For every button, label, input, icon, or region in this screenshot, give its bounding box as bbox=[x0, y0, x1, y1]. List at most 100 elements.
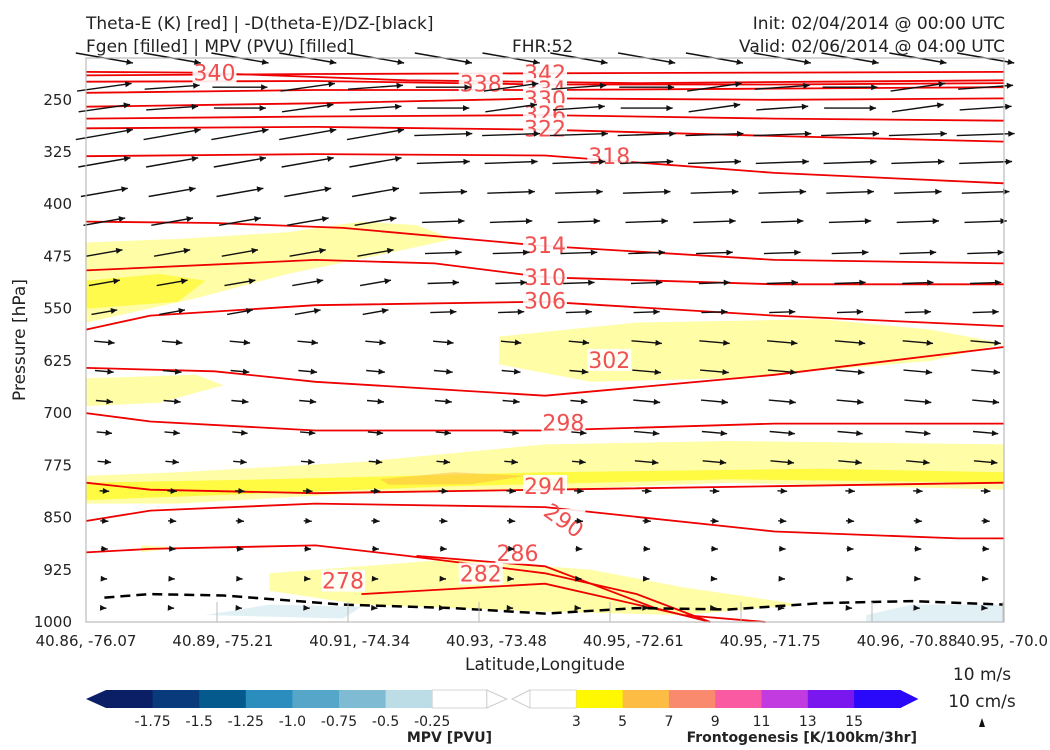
plot-frame bbox=[85, 57, 1005, 623]
wind-arrow-head bbox=[511, 458, 518, 465]
wind-arrow-head bbox=[101, 545, 108, 552]
wind-arrow bbox=[758, 188, 807, 195]
wind-arrow bbox=[699, 339, 730, 346]
wind-arrow bbox=[75, 127, 134, 141]
wind-arrow-head bbox=[180, 278, 188, 285]
wind-arrow-head bbox=[169, 545, 176, 552]
wind-arrow bbox=[100, 517, 109, 524]
wind-arrow-head bbox=[241, 429, 248, 436]
wind-arrow bbox=[687, 158, 742, 165]
wind-arrow bbox=[641, 488, 652, 494]
wind-arrow bbox=[83, 216, 126, 226]
wind-arrow-head bbox=[599, 82, 607, 89]
wind-arrow-head bbox=[506, 604, 514, 611]
wind-arrow bbox=[167, 488, 177, 494]
wind-arrow-head bbox=[780, 488, 788, 494]
wind-arrow-head bbox=[994, 279, 1002, 286]
wind-arrow-head bbox=[246, 308, 253, 314]
wind-arrow bbox=[574, 517, 584, 524]
wind-arrow-shaft bbox=[218, 217, 261, 226]
wind-arrow-head bbox=[440, 545, 447, 552]
wind-arrow bbox=[826, 188, 874, 195]
wind-arrow bbox=[366, 398, 385, 405]
wind-arrow-head bbox=[869, 105, 877, 112]
wind-arrow-head bbox=[463, 105, 470, 112]
wind-arrow-head bbox=[104, 458, 112, 465]
wind-arrow-shaft bbox=[78, 103, 131, 113]
wind-arrow-head bbox=[932, 218, 939, 225]
wind-arrow bbox=[229, 339, 251, 346]
wind-arrow bbox=[165, 458, 179, 465]
wind-arrow-head bbox=[937, 158, 945, 165]
wind-arrow-head bbox=[913, 604, 920, 611]
wind-arrow-head bbox=[736, 59, 743, 65]
wind-arrow-shaft bbox=[823, 160, 877, 165]
wind-arrow bbox=[846, 545, 854, 552]
wind-arrow bbox=[961, 188, 1010, 195]
wind-arrow-shaft bbox=[484, 160, 538, 165]
wind-arrow-head bbox=[790, 339, 798, 346]
wind-arrow-head bbox=[328, 81, 335, 88]
wind-arrow bbox=[354, 216, 397, 226]
mpv-colorbar-extend bbox=[486, 689, 509, 709]
wind-arrow bbox=[904, 308, 931, 315]
wind-arrow bbox=[495, 279, 527, 286]
wind-arrow bbox=[289, 247, 326, 257]
wind-arrow bbox=[153, 247, 191, 257]
x-tick-label: 40.93, -73.48 bbox=[446, 632, 547, 650]
wind-arrow bbox=[100, 575, 108, 582]
wind-arrow-head bbox=[375, 458, 383, 465]
wind-arrow-shaft bbox=[354, 217, 397, 226]
wind-arrow bbox=[693, 218, 736, 225]
fgen-colorbar-label: Frontogenesis [K/100km/3hr] bbox=[687, 730, 917, 746]
y-tick-label: 850 bbox=[43, 509, 72, 527]
wind-arrow-head bbox=[993, 369, 1000, 375]
wind-arrow-shaft bbox=[279, 128, 337, 141]
wind-arrow-head bbox=[857, 369, 865, 375]
wind-arrow-head bbox=[305, 517, 312, 524]
wind-arrow bbox=[575, 545, 583, 552]
wind-arrow-head bbox=[719, 459, 727, 466]
wind-arrow-head bbox=[856, 308, 864, 315]
wind-arrow bbox=[755, 158, 809, 165]
wind-arrow-head bbox=[855, 459, 862, 466]
wind-arrow bbox=[235, 488, 245, 494]
wind-arrow bbox=[982, 545, 990, 552]
wind-arrow-head bbox=[373, 488, 381, 494]
wind-arrow bbox=[972, 430, 999, 437]
wind-arrow bbox=[687, 81, 742, 92]
wind-arrow-head bbox=[601, 130, 608, 137]
fgen-tick-label: 13 bbox=[799, 714, 817, 730]
wind-arrow bbox=[959, 158, 1013, 165]
wind-arrow bbox=[351, 186, 400, 198]
wind-arrow bbox=[483, 81, 539, 92]
wind-arrow-head bbox=[508, 545, 515, 552]
wind-arrow-head bbox=[311, 339, 318, 346]
wind-arrow-head bbox=[864, 218, 872, 225]
theta-e-label-bg-294 bbox=[523, 474, 567, 497]
wind-arrow-shaft bbox=[281, 157, 334, 168]
wind-arrow bbox=[836, 398, 864, 405]
wind-arrow-head bbox=[1005, 103, 1012, 110]
wind-arrow-head bbox=[579, 458, 586, 465]
wind-arrow bbox=[633, 398, 661, 405]
wind-arrow-shaft bbox=[216, 187, 264, 198]
wind-arrow-head bbox=[235, 604, 242, 611]
valid-time: Valid: 02/06/2014 @ 04:00 UTC bbox=[739, 37, 1005, 57]
wind-arrow bbox=[231, 398, 249, 405]
fill-region-1 bbox=[86, 273, 206, 309]
wind-arrow-head bbox=[731, 188, 739, 195]
wind-arrow-head bbox=[779, 517, 787, 524]
wind-arrow-head bbox=[575, 575, 582, 582]
fill-region-6 bbox=[379, 472, 527, 485]
wind-arrow bbox=[835, 369, 865, 375]
wind-arrow-head bbox=[463, 158, 470, 165]
wind-arrow-head bbox=[915, 517, 922, 524]
theta-e-label-322: 322 bbox=[524, 118, 566, 143]
wind-arrow-shaft bbox=[828, 220, 872, 224]
wind-arrow bbox=[144, 82, 200, 90]
wind-arrow bbox=[284, 186, 332, 198]
wind-arrow-shaft bbox=[552, 105, 605, 111]
wind-arrow bbox=[362, 308, 389, 316]
